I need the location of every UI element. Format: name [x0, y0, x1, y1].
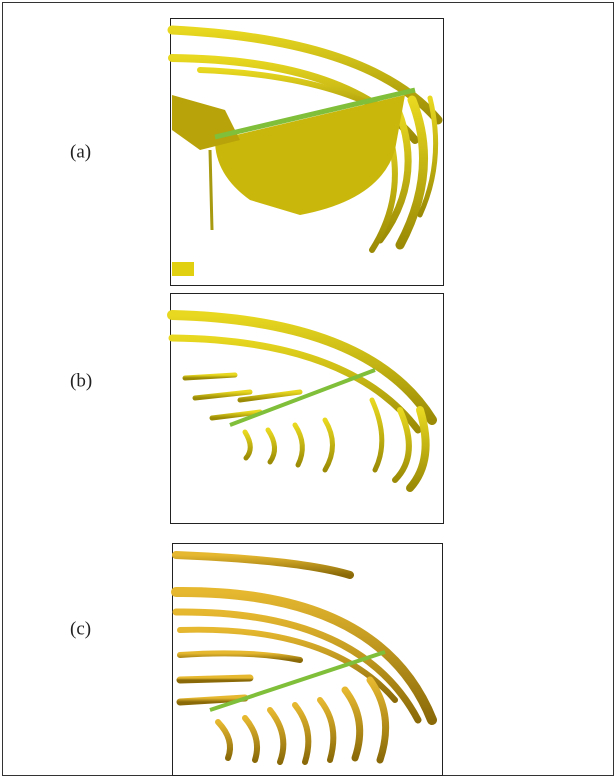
panel-label: (c)	[70, 618, 91, 639]
panel: (a)	[70, 19, 444, 286]
render	[172, 262, 194, 276]
panel: (c)	[70, 544, 443, 776]
panel-label: (b)	[70, 370, 92, 391]
figure: (a) (b)	[0, 0, 616, 778]
panel: (b)	[70, 294, 444, 524]
panel-label: (a)	[70, 141, 91, 162]
render	[210, 150, 212, 230]
